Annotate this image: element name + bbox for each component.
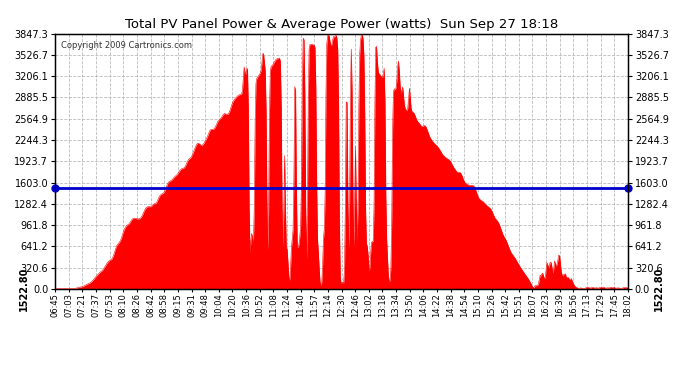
Text: Copyright 2009 Cartronics.com: Copyright 2009 Cartronics.com bbox=[61, 41, 192, 50]
Text: 1522.80: 1522.80 bbox=[19, 267, 29, 311]
Text: 1522.80: 1522.80 bbox=[654, 267, 664, 311]
Title: Total PV Panel Power & Average Power (watts)  Sun Sep 27 18:18: Total PV Panel Power & Average Power (wa… bbox=[125, 18, 558, 31]
